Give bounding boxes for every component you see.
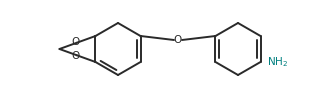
Text: NH$_2$: NH$_2$ (267, 55, 288, 69)
Text: O: O (174, 35, 182, 45)
Text: O: O (72, 51, 80, 61)
Text: O: O (72, 37, 80, 47)
